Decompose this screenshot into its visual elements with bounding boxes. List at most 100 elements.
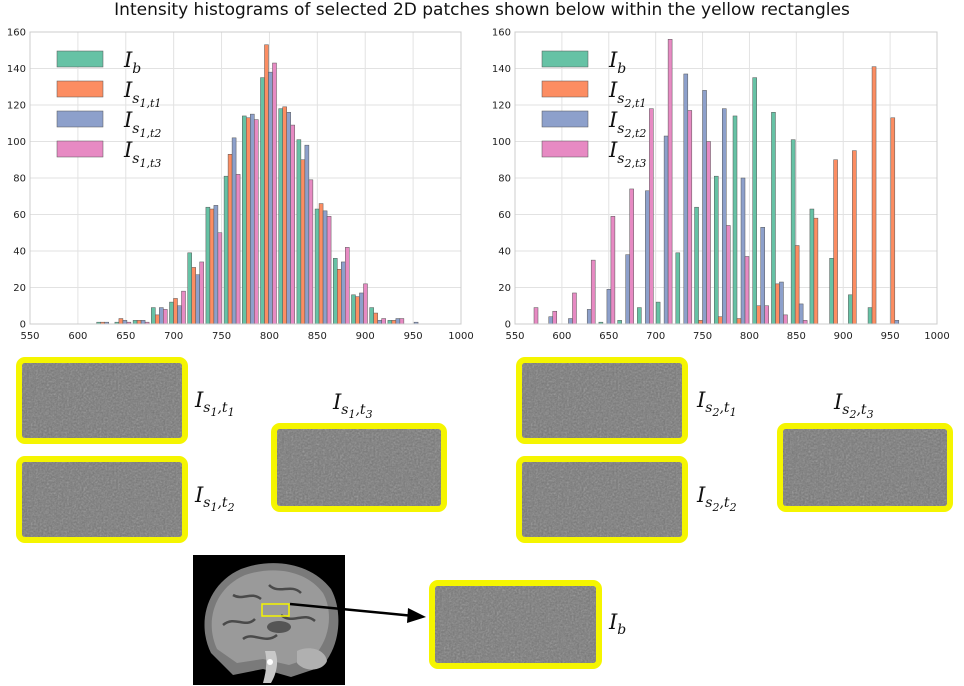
- bar-right-series-1: [813, 217, 819, 325]
- bar-left-series-2: [286, 112, 291, 325]
- legend-label: Ib: [123, 48, 141, 77]
- patch-label-s1-t3: Is1,t3: [333, 390, 373, 421]
- bar-right-series-2: [779, 281, 784, 325]
- x-tick-label: 800: [740, 331, 759, 342]
- bar-right-series-2: [702, 90, 707, 325]
- bar-right-series-1: [794, 245, 800, 325]
- bar-left-series-2: [268, 71, 273, 325]
- bar-left-series-3: [326, 216, 332, 325]
- legend-label: Is1,t3: [123, 138, 161, 170]
- bar-right-series-3: [629, 188, 634, 325]
- bar-left-series-1: [318, 203, 324, 325]
- bar-left-series-1: [391, 320, 397, 325]
- patch-s1-t1: [16, 357, 188, 444]
- histogram-left: 0 20 40 60 80 100 120 140 160 550 600 650 700 750 800 8…: [7, 28, 474, 343]
- bar-left-series-0: [205, 206, 211, 325]
- bar-right-series-2: [548, 316, 554, 325]
- legend-swatch: [56, 50, 104, 68]
- legend-swatch: [541, 50, 589, 68]
- bar-left-series-2: [177, 305, 182, 325]
- x-tick-label: 950: [881, 331, 900, 342]
- bar-right-series-1: [736, 318, 742, 325]
- patch-label-s2-t3: Is2,t3: [834, 390, 874, 421]
- bar-left-series-3: [272, 62, 277, 325]
- legend-swatch: [541, 110, 589, 128]
- bar-right-series-3: [667, 39, 673, 325]
- y-tick-label: 120: [492, 101, 511, 112]
- bar-left-series-0: [351, 294, 356, 325]
- mri-sulci: [222, 584, 316, 641]
- bar-left-series-2: [195, 274, 200, 325]
- x-tick-label: 850: [308, 331, 327, 342]
- bar-right-series-2: [740, 177, 746, 325]
- y-tick-label: 160: [7, 28, 26, 39]
- bar-left-series-3: [345, 247, 350, 325]
- bar-right-series-0: [732, 115, 738, 325]
- bar-left-series-2: [304, 144, 310, 325]
- legend-swatch: [56, 140, 104, 158]
- bar-right-series-2: [645, 190, 650, 325]
- mri-brain: [211, 570, 329, 665]
- x-tick-label: 700: [164, 331, 183, 342]
- patch-label-s1-t1: Is1,t1: [195, 388, 235, 419]
- bar-right-series-3: [533, 307, 539, 325]
- bar-right-series-2: [683, 73, 689, 325]
- legend-swatch: [56, 80, 104, 98]
- legend-swatch: [541, 140, 589, 158]
- bar-left-series-3: [217, 232, 223, 325]
- bar-right-series-2: [568, 318, 573, 325]
- patch-s1-t2: [16, 456, 188, 543]
- bar-left-series-3: [254, 119, 259, 325]
- bar-left-series-1: [155, 314, 160, 325]
- bar-right-series-3: [783, 314, 788, 325]
- mri-cerebellum: [297, 648, 327, 670]
- x-tick-label: 650: [599, 331, 618, 342]
- mri-brain-image: [193, 555, 345, 685]
- legend-swatch: [541, 80, 589, 98]
- y-tick-label: 20: [13, 283, 26, 294]
- bar-right-series-3: [802, 320, 808, 325]
- mri-bright-spot: [267, 659, 273, 665]
- bar-left-series-0: [151, 307, 156, 325]
- bar-right-series-3: [744, 256, 750, 325]
- patch-label-s2-t2: Is2,t2: [697, 483, 737, 514]
- bar-right-series-3: [649, 108, 654, 325]
- mri-ventricle: [267, 621, 291, 633]
- y-tick-label: 100: [492, 137, 511, 148]
- bar-right-series-3: [706, 141, 711, 325]
- bar-left-series-2: [395, 318, 401, 325]
- legend-label: Is2,t2: [608, 108, 646, 140]
- bar-left-series-3: [199, 261, 204, 325]
- bar-right-series-0: [637, 307, 642, 325]
- bar-left-series-2: [231, 137, 237, 325]
- bar-left-series-2: [377, 320, 382, 325]
- y-tick-label: 20: [498, 283, 511, 294]
- bar-right-series-1: [775, 283, 780, 325]
- bar-right-series-0: [867, 307, 873, 325]
- bar-left-series-1: [264, 44, 269, 325]
- y-tick-label: 140: [7, 64, 26, 75]
- x-tick-label: 750: [693, 331, 712, 342]
- bar-left-series-0: [132, 320, 138, 325]
- arrow-line: [289, 602, 415, 618]
- patch-ib: [429, 580, 602, 669]
- y-tick-label: 60: [13, 210, 26, 221]
- bar-left-series-0: [242, 115, 247, 325]
- bar-left-series-3: [235, 174, 241, 325]
- y-tick-label: 0: [20, 320, 26, 331]
- bar-left-series-1: [173, 298, 178, 325]
- bar-right-series-1: [756, 305, 761, 325]
- patch-label-s1-t2: Is1,t2: [195, 483, 235, 514]
- bar-right-series-2: [894, 320, 900, 325]
- bar-left-series-1: [300, 159, 306, 325]
- y-tick-label: 40: [13, 247, 26, 258]
- bar-left-series-3: [308, 179, 314, 325]
- x-tick-label: 550: [20, 331, 39, 342]
- bar-left-series-1: [209, 208, 215, 325]
- bar-left-series-1: [118, 318, 124, 325]
- bar-left-series-2: [250, 113, 255, 325]
- bar-right-series-3: [764, 305, 769, 325]
- patch-label-s2-t1: Is2,t1: [697, 388, 737, 419]
- bar-right-series-2: [606, 289, 612, 325]
- bar-right-series-0: [675, 252, 681, 325]
